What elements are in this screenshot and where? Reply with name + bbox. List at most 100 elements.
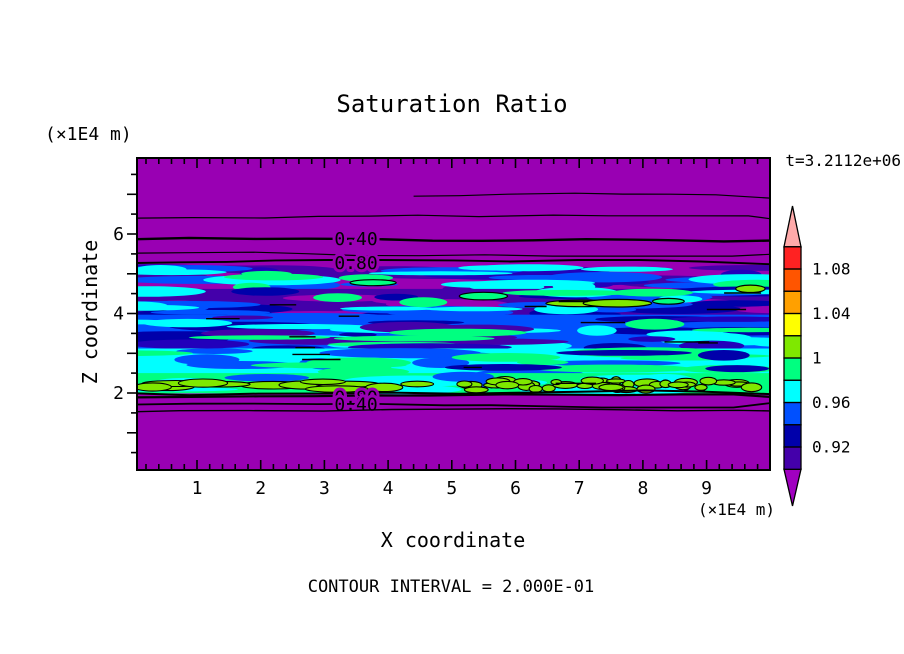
field-blob bbox=[740, 382, 763, 393]
colorbar: 1.08 1.04 1 0.96 0.92 bbox=[783, 205, 851, 507]
field-streak bbox=[339, 332, 377, 338]
field-streak bbox=[586, 307, 637, 313]
colorbar-cell bbox=[783, 357, 802, 381]
field-streak bbox=[137, 350, 193, 356]
field-streak bbox=[174, 354, 240, 366]
field-streak bbox=[546, 272, 662, 283]
y-tick-label: 6 bbox=[113, 224, 124, 245]
colorbar-arrow-down bbox=[783, 468, 802, 507]
field-streak bbox=[319, 348, 482, 358]
contour-line bbox=[137, 259, 770, 266]
colorbar-cell bbox=[783, 379, 802, 404]
field-blob bbox=[580, 376, 604, 385]
colorbar-label: 0.92 bbox=[812, 438, 851, 457]
x-tick-label: 8 bbox=[637, 478, 648, 499]
field-streak bbox=[425, 306, 523, 312]
contour-line-label: 0.40 bbox=[334, 229, 377, 250]
contour-line bbox=[137, 236, 770, 243]
field-streak bbox=[697, 350, 750, 361]
plot-frame: 1 2 3 4 5 6 7 8 9 2 4 6 bbox=[113, 157, 771, 499]
contour-line bbox=[137, 214, 770, 220]
field-blob bbox=[177, 378, 229, 388]
colorbar-label: 1 bbox=[812, 349, 822, 368]
contour-line bbox=[413, 192, 770, 199]
field-streak bbox=[399, 297, 448, 308]
field-streak bbox=[688, 264, 770, 271]
field-streak bbox=[142, 318, 233, 328]
x-tick-label: 6 bbox=[510, 478, 521, 499]
field-blob bbox=[304, 385, 369, 393]
colorbar-cell bbox=[783, 290, 802, 315]
field-streak bbox=[577, 325, 617, 336]
x-tick-label: 1 bbox=[192, 478, 203, 499]
field-blob bbox=[495, 380, 520, 390]
field-blob bbox=[606, 378, 626, 384]
field-streak bbox=[451, 353, 561, 362]
y-axis-title: Z coordinate bbox=[78, 240, 102, 385]
figure-text: Saturation Ratio (×1E4 m) t=3.2112e+06 Z… bbox=[45, 90, 901, 597]
field-streak bbox=[137, 304, 200, 311]
field-streak bbox=[625, 318, 685, 330]
field-streak bbox=[691, 327, 770, 333]
field-outlined-streak bbox=[735, 284, 766, 294]
field-streak bbox=[534, 364, 693, 373]
field-blob bbox=[694, 383, 708, 391]
field-blob bbox=[528, 384, 543, 393]
field-streak bbox=[188, 335, 331, 340]
field-streak bbox=[231, 287, 300, 296]
field-streak bbox=[734, 305, 770, 314]
y-axis-units-label: (×1E4 m) bbox=[45, 124, 132, 145]
x-tick-label: 3 bbox=[319, 478, 330, 499]
field-streak bbox=[224, 374, 309, 382]
field-streak bbox=[333, 335, 495, 342]
contour-line bbox=[137, 251, 770, 257]
field-outlined-streak bbox=[582, 298, 653, 308]
field-streak bbox=[670, 316, 770, 322]
contour-line-label: 0.80 bbox=[334, 253, 377, 274]
contour-lines: 0.400.800.800.40 bbox=[137, 192, 770, 419]
field-streak bbox=[556, 350, 692, 356]
field-blob bbox=[667, 381, 689, 389]
field-streak bbox=[412, 357, 470, 368]
field-streak bbox=[517, 359, 569, 365]
y-tick-label: 4 bbox=[113, 304, 124, 325]
x-tick-label: 2 bbox=[255, 478, 266, 499]
field-blob bbox=[299, 378, 346, 386]
contour-line bbox=[137, 393, 770, 399]
contour-line bbox=[137, 402, 770, 409]
y-tick-label: 2 bbox=[113, 383, 124, 404]
field-streak bbox=[389, 328, 527, 337]
colorbar-cell bbox=[783, 401, 802, 426]
colorbar-cell bbox=[783, 335, 802, 359]
field-streak bbox=[628, 336, 676, 342]
field-streak bbox=[313, 293, 362, 302]
field-streak bbox=[226, 324, 372, 330]
contour-line-label: 0.40 bbox=[334, 395, 377, 416]
x-tick-label: 7 bbox=[574, 478, 585, 499]
contour-line bbox=[137, 389, 770, 397]
colorbar-cell bbox=[783, 424, 802, 448]
colorbar-label: 0.96 bbox=[812, 393, 851, 412]
field-streak bbox=[340, 306, 437, 311]
colorbar-cell bbox=[783, 446, 802, 470]
plot-border bbox=[136, 157, 771, 471]
field-streak bbox=[137, 265, 187, 274]
field-blob bbox=[598, 383, 624, 392]
field-blob bbox=[636, 384, 656, 394]
field-blob bbox=[463, 386, 489, 394]
field-streak bbox=[580, 266, 673, 272]
x-tick-label: 9 bbox=[701, 478, 712, 499]
field-streak bbox=[541, 360, 681, 367]
field-streak bbox=[611, 288, 694, 297]
time-annotation: t=3.2112e+06 bbox=[785, 151, 901, 170]
field-streak bbox=[705, 365, 770, 373]
field-blob bbox=[456, 380, 473, 388]
field-streak bbox=[441, 281, 518, 288]
field-outlined-streak bbox=[458, 291, 509, 301]
field-blob bbox=[137, 382, 172, 392]
field-streak bbox=[176, 348, 253, 355]
x-tick-label: 5 bbox=[446, 478, 457, 499]
colorbar-arrow-up bbox=[783, 205, 802, 248]
